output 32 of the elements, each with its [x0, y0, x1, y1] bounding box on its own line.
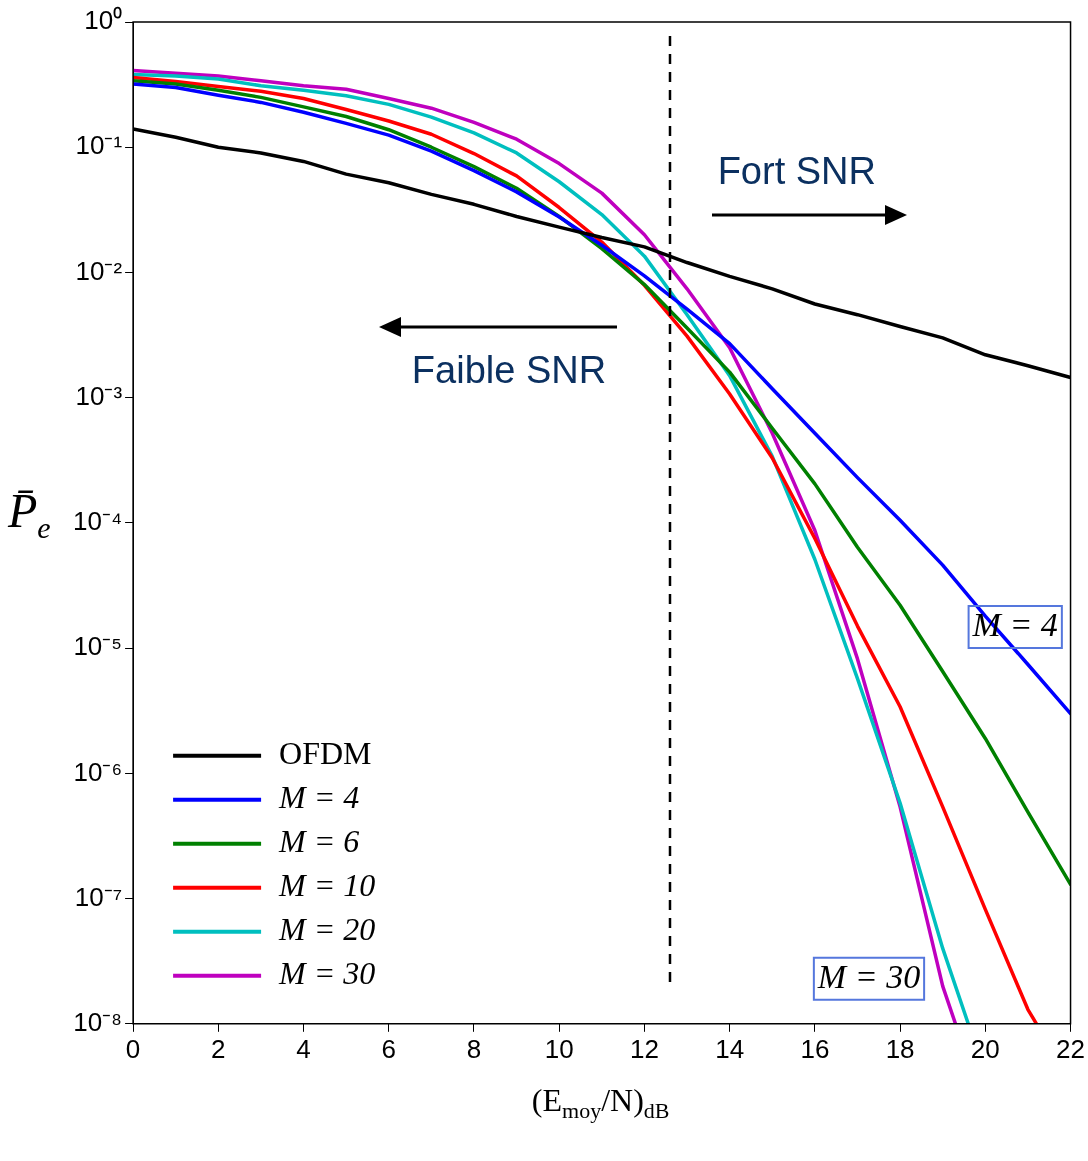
x-tick-label: 22 — [1056, 1033, 1085, 1064]
y-tick-label: 10⁻¹ — [75, 130, 123, 161]
y-tick-label: 10⁻⁶ — [73, 756, 123, 787]
legend-label: M = 10 — [278, 867, 376, 904]
annotation: Faible SNR — [411, 349, 607, 392]
x-tick-label: 16 — [800, 1033, 830, 1064]
y-tick-label: 10⁻³ — [75, 380, 123, 411]
x-tick-label: 2 — [211, 1033, 226, 1064]
x-tick-label: 14 — [715, 1033, 745, 1064]
legend-label: M = 6 — [278, 823, 360, 860]
y-tick-label: 10⁻⁵ — [73, 631, 123, 662]
x-tick-label: 10 — [544, 1033, 574, 1064]
x-tick-label: 4 — [296, 1033, 311, 1064]
legend-label: M = 20 — [278, 911, 376, 948]
x-tick-label: 20 — [970, 1033, 1000, 1064]
annotation: M = 30 — [816, 957, 921, 995]
legend-label: M = 30 — [278, 955, 376, 992]
x-tick-label: 6 — [381, 1033, 396, 1064]
y-axis-title: P̄$_{e}$ — [8, 482, 51, 545]
x-tick-label: 8 — [466, 1033, 482, 1064]
y-tick-label: 10⁻² — [75, 255, 123, 286]
x-axis-title: (E$_{moy}$/N)$_{dB}$ — [531, 1081, 670, 1125]
x-tick-label: 12 — [629, 1033, 659, 1064]
y-tick-label: 10⁻⁴ — [73, 506, 123, 537]
legend-label: OFDM — [279, 735, 372, 772]
x-tick-label: 18 — [885, 1033, 915, 1064]
y-tick-label: 10⁻⁷ — [74, 881, 123, 912]
y-tick-label: 10⁻⁸ — [73, 1006, 123, 1037]
legend-label: M = 4 — [278, 779, 360, 816]
annotation: Fort SNR — [717, 149, 876, 192]
x-tick-label: 0 — [125, 1033, 141, 1064]
y-tick-label: 10⁰ — [84, 5, 123, 36]
